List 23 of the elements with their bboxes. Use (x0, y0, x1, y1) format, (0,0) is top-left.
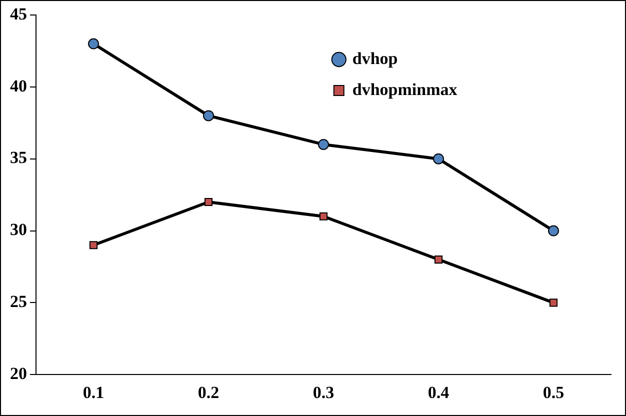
y-tick-label: 40 (10, 76, 27, 96)
y-tick-label: 25 (10, 292, 27, 312)
point (88, 38, 99, 50)
x-tick-label: 0.2 (198, 383, 220, 402)
x-tick-label: 0.5 (542, 383, 564, 402)
point (434, 255, 443, 264)
point (548, 225, 559, 236)
point (203, 110, 214, 122)
y-tick-label: 30 (10, 220, 27, 240)
point (318, 138, 329, 150)
point (549, 298, 558, 307)
point (433, 153, 444, 164)
y-tick-label: 45 (10, 4, 27, 24)
y-tick-label: 35 (10, 148, 27, 168)
x-tick-label: 0.3 (312, 383, 334, 402)
x-tick-label: 0.1 (82, 383, 104, 402)
legend-label: dvhop (352, 48, 398, 68)
x-tick-label: 0.4 (428, 383, 450, 402)
point (204, 198, 213, 206)
point (89, 241, 98, 250)
point (319, 212, 328, 220)
legend-label: dvhopminmax (352, 80, 458, 99)
y-tick-label: 20 (10, 364, 27, 383)
